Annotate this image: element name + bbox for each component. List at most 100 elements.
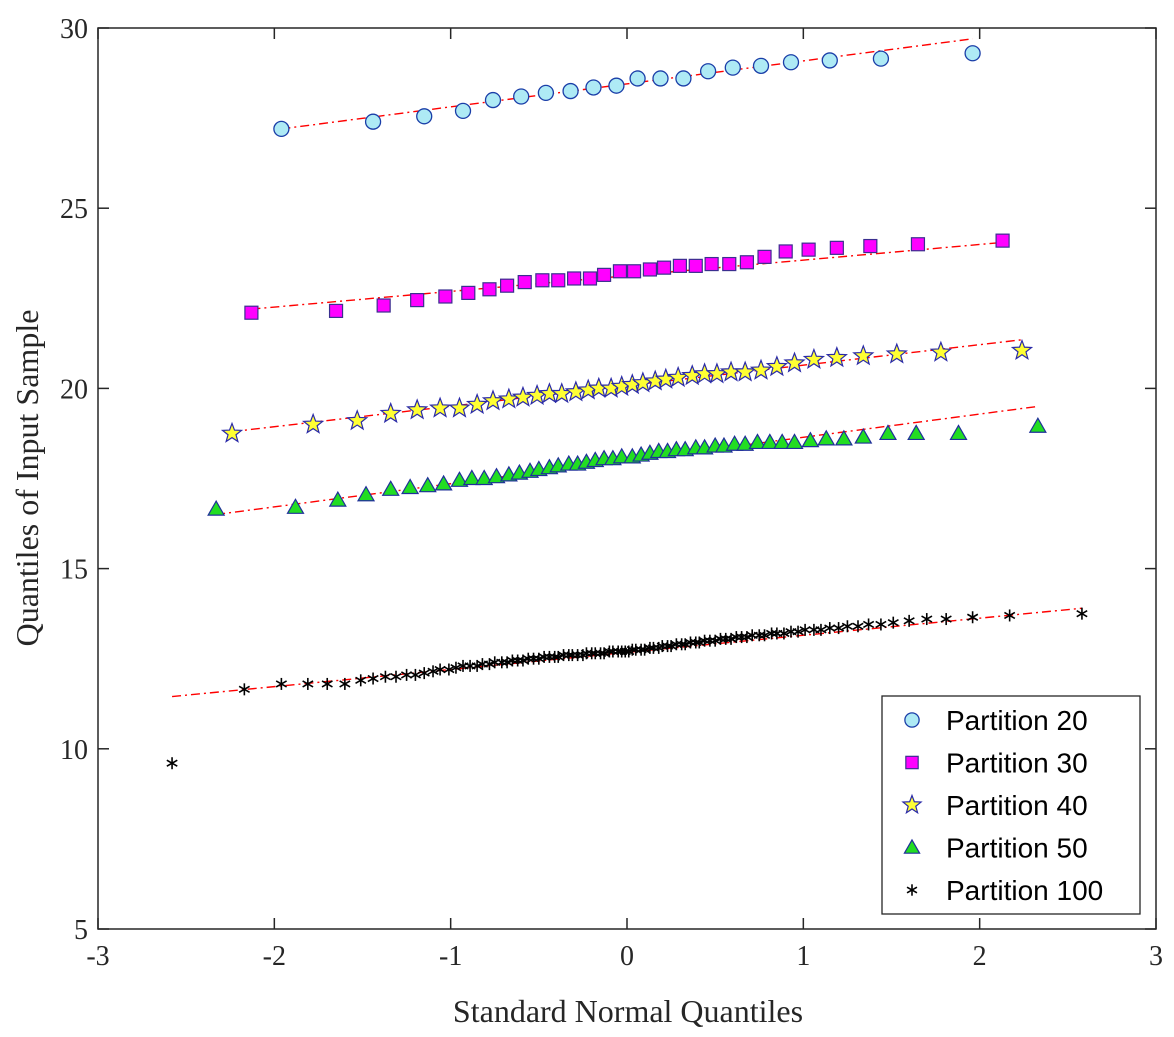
data-point-asterisk xyxy=(921,613,933,626)
data-point-square xyxy=(551,273,566,288)
data-point-asterisk xyxy=(367,672,379,685)
data-point-triangle xyxy=(785,433,804,450)
data-point-asterisk xyxy=(630,643,642,656)
data-point-asterisk xyxy=(684,636,697,649)
data-point-asterisk xyxy=(832,622,845,635)
asterisk-stroke xyxy=(824,624,836,632)
data-point-star xyxy=(428,396,452,418)
data-point-asterisk xyxy=(758,629,771,642)
asterisk-stroke xyxy=(862,620,875,629)
data-point-asterisk xyxy=(434,663,446,676)
asterisk-stroke xyxy=(409,671,422,679)
data-point-asterisk xyxy=(572,649,584,662)
asterisk-stroke xyxy=(557,651,570,659)
data-point-star xyxy=(749,358,773,380)
data-point-asterisk xyxy=(302,677,314,690)
data-point-asterisk xyxy=(589,647,601,660)
data-point-square xyxy=(642,262,658,277)
asterisk-stroke xyxy=(730,633,742,641)
asterisk-stroke xyxy=(765,629,778,638)
asterisk-stroke xyxy=(875,620,887,629)
data-point-square xyxy=(672,258,688,273)
y-tick-label: 25 xyxy=(60,194,88,225)
data-point-triangle xyxy=(854,427,873,444)
asterisk-stroke xyxy=(522,655,534,663)
data-point-asterisk xyxy=(580,647,593,660)
data-point-asterisk xyxy=(875,618,887,631)
data-point-star xyxy=(802,347,826,370)
data-point-asterisk xyxy=(966,611,979,624)
asterisk-stroke xyxy=(647,644,660,652)
data-point-asterisk xyxy=(522,652,534,665)
asterisk-stroke xyxy=(400,671,413,679)
data-point-circle xyxy=(364,113,382,130)
x-tick-label: 3 xyxy=(1149,941,1163,972)
asterisk-stroke xyxy=(903,617,915,625)
legend-marker-triangle xyxy=(903,838,921,854)
data-point-asterisk xyxy=(887,616,899,629)
data-point-asterisk xyxy=(355,674,367,687)
data-point-asterisk xyxy=(824,622,836,635)
data-point-triangle xyxy=(401,478,420,495)
data-point-asterisk xyxy=(427,665,439,678)
asterisk-stroke xyxy=(566,651,578,659)
data-point-circle xyxy=(513,88,530,105)
x-axis-label: Standard Normal Quantiles xyxy=(453,993,803,1029)
asterisk-stroke xyxy=(906,886,918,894)
data-point-asterisk xyxy=(903,614,915,627)
legend: Partition 20 Partition 30 Partition 40 Part… xyxy=(881,695,1141,915)
data-point-asterisk xyxy=(390,670,402,683)
data-point-triangle xyxy=(760,433,779,450)
asterisk-stroke xyxy=(735,633,748,641)
asterisk-stroke xyxy=(589,649,601,657)
data-point-star xyxy=(448,396,471,418)
asterisk-stroke xyxy=(527,655,540,663)
data-point-circle xyxy=(273,120,290,138)
data-point-triangle xyxy=(817,429,836,446)
data-point-square xyxy=(688,258,703,273)
asterisk-stroke xyxy=(390,673,402,681)
asterisk-stroke xyxy=(450,664,462,672)
data-point-asterisk xyxy=(670,638,682,651)
data-point-star xyxy=(765,355,789,377)
y-tick-label: 10 xyxy=(60,735,88,766)
data-point-circle xyxy=(724,59,741,76)
data-point-square xyxy=(995,233,1010,248)
data-point-star xyxy=(885,342,908,364)
data-point-star xyxy=(220,421,244,443)
data-point-triangle xyxy=(462,469,481,486)
data-point-star xyxy=(825,346,848,368)
x-tick-label: 1 xyxy=(796,941,810,972)
data-point-circle xyxy=(484,91,502,109)
data-point-asterisk xyxy=(379,670,392,683)
data-point-triangle xyxy=(834,429,853,446)
data-point-circle xyxy=(964,45,981,62)
legend-label: Partition 30 xyxy=(946,748,1088,779)
data-point-asterisk xyxy=(506,654,519,667)
data-point-triangle xyxy=(328,490,347,507)
asterisk-stroke xyxy=(418,669,430,677)
asterisk-stroke xyxy=(538,653,550,661)
asterisk-stroke xyxy=(543,653,556,661)
data-point-square xyxy=(757,249,772,264)
data-point-asterisk xyxy=(450,661,462,674)
x-tick-label: -2 xyxy=(263,941,286,972)
data-point-star xyxy=(734,360,757,382)
asterisk-stroke xyxy=(443,665,455,674)
data-point-asterisk xyxy=(940,613,952,626)
data-point-star xyxy=(929,340,953,362)
data-point-asterisk xyxy=(730,631,742,644)
data-point-circle xyxy=(821,52,838,69)
asterisk-stroke xyxy=(379,673,392,681)
data-point-asterisk xyxy=(1076,607,1088,620)
x-tick-label: 0 xyxy=(620,941,634,972)
asterisk-stroke xyxy=(1076,609,1088,618)
data-point-asterisk xyxy=(339,677,351,690)
data-point-triangle xyxy=(773,433,792,450)
asterisk-stroke xyxy=(684,638,697,647)
asterisk-stroke xyxy=(656,642,668,650)
asterisk-stroke xyxy=(778,629,790,638)
data-point-triangle xyxy=(286,498,305,514)
data-point-asterisk xyxy=(400,668,413,681)
